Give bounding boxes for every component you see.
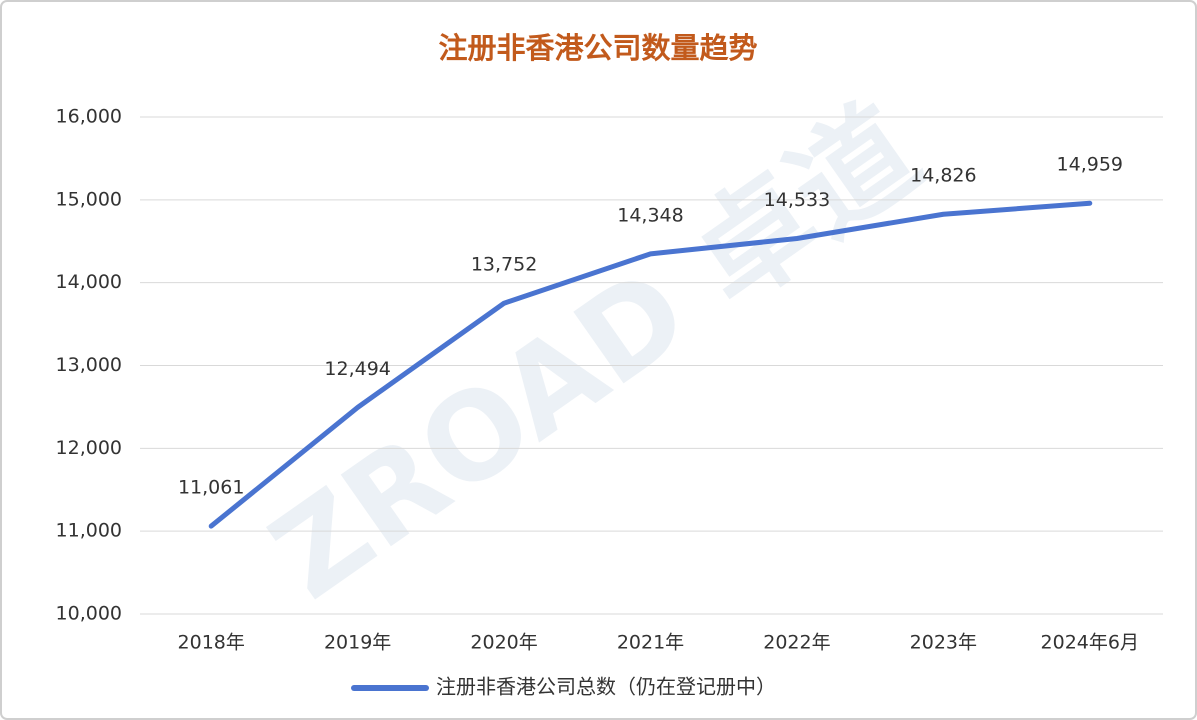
x-tick-label: 2019年 [324,632,391,654]
data-label: 13,752 [471,254,537,276]
data-label: 12,494 [324,358,390,380]
y-tick-label: 13,000 [56,354,122,376]
data-label: 11,061 [178,477,244,499]
x-tick-label: 2022年 [763,632,830,654]
y-tick-label: 16,000 [56,106,122,128]
data-label: 14,348 [617,204,683,226]
chart-title: 注册非香港公司数量趋势 [438,31,757,65]
data-label: 14,959 [1057,154,1123,176]
legend-label: 注册非香港公司总数（仍在登记册中） [436,675,776,699]
data-label: 14,826 [910,165,976,187]
y-tick-label: 10,000 [56,603,122,625]
x-tick-label: 2020年 [470,632,537,654]
y-tick-label: 14,000 [56,271,122,293]
y-tick-label: 15,000 [56,188,122,210]
data-line [208,200,1093,529]
data-label: 14,533 [764,189,830,211]
y-tick-label: 11,000 [56,520,122,542]
x-tick-label: 2018年 [178,632,245,654]
x-tick-label: 2021年 [617,632,684,654]
x-tick-label: 2024年6月 [1041,632,1139,654]
x-tick-label: 2023年 [910,632,977,654]
y-tick-label: 12,000 [56,437,122,459]
